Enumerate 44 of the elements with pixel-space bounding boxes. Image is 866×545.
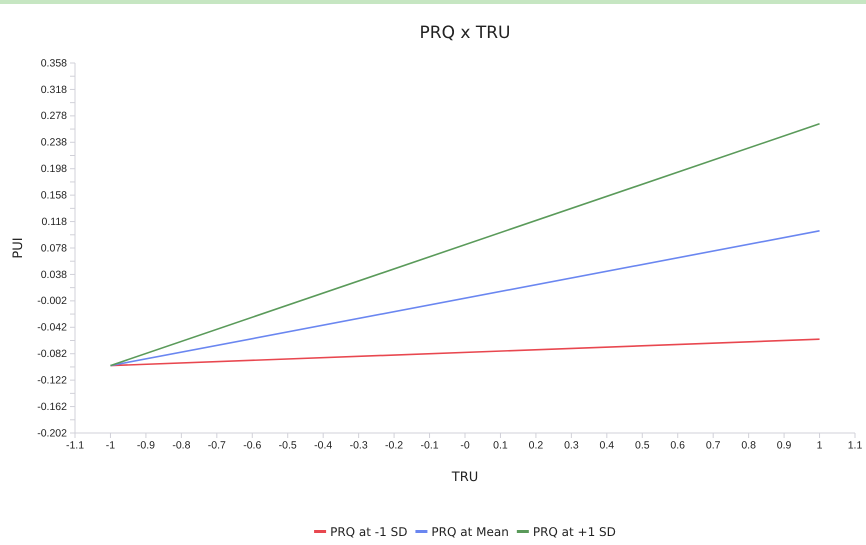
x-tick-label: -1.1	[66, 439, 84, 452]
x-tick-label: 0.6	[670, 439, 686, 452]
x-tick-label: 0.8	[741, 439, 756, 452]
legend-label: PRQ at Mean	[431, 525, 509, 539]
x-tick-label: 0.5	[634, 439, 650, 452]
y-tick-label: 0.358	[40, 57, 68, 70]
x-tick-label: -0	[460, 439, 470, 452]
y-tick-label: 0.158	[40, 190, 68, 202]
x-tick-label: -1	[106, 439, 116, 452]
x-tick-label: 0.3	[564, 439, 579, 452]
x-tick-label: -0.9	[136, 439, 156, 452]
y-tick-label: 0.118	[42, 216, 68, 228]
y-tick-label: -0.042	[37, 322, 68, 334]
y-tick-label: 0.198	[40, 163, 68, 176]
y-tick-label: 0.078	[40, 242, 68, 254]
y-axis-title: PUI	[11, 237, 26, 259]
x-tick-label: -0.7	[208, 439, 226, 452]
x-tick-label: 0.1	[493, 439, 508, 452]
y-tick-label: -0.202	[37, 427, 68, 440]
y-tick-label: 0.038	[40, 268, 68, 281]
x-tick-label: 0.4	[600, 439, 614, 452]
x-tick-label: -0.8	[172, 439, 191, 452]
x-tick-label: 1.1	[848, 439, 862, 452]
y-tick-label: 0.318	[40, 84, 68, 96]
chart-title: PRQ x TRU	[420, 23, 510, 43]
x-tick-label: -0.5	[278, 439, 297, 452]
legend-label: PRQ at +1 SD	[532, 525, 616, 539]
x-axis-title: TRU	[450, 470, 478, 485]
x-tick-label: 0.9	[776, 439, 792, 452]
y-tick-label: -0.162	[37, 400, 68, 413]
x-tick-label: -0.2	[385, 439, 404, 452]
x-tick-label: -0.1	[420, 439, 439, 452]
x-tick-label: 0.2	[528, 439, 544, 452]
x-tick-label: -0.3	[350, 439, 368, 452]
y-tick-label: 0.278	[40, 110, 68, 122]
x-tick-label: 1	[816, 439, 823, 452]
y-tick-label: -0.002	[37, 295, 68, 308]
y-tick-label: -0.082	[37, 348, 68, 360]
y-tick-label: 0.238	[40, 136, 68, 149]
x-tick-label: -0.6	[243, 439, 262, 452]
legend-label: PRQ at -1 SD	[330, 525, 408, 539]
x-tick-label: -0.4	[314, 439, 332, 452]
x-tick-label: 0.7	[706, 439, 721, 452]
y-tick-label: -0.122	[37, 374, 68, 387]
